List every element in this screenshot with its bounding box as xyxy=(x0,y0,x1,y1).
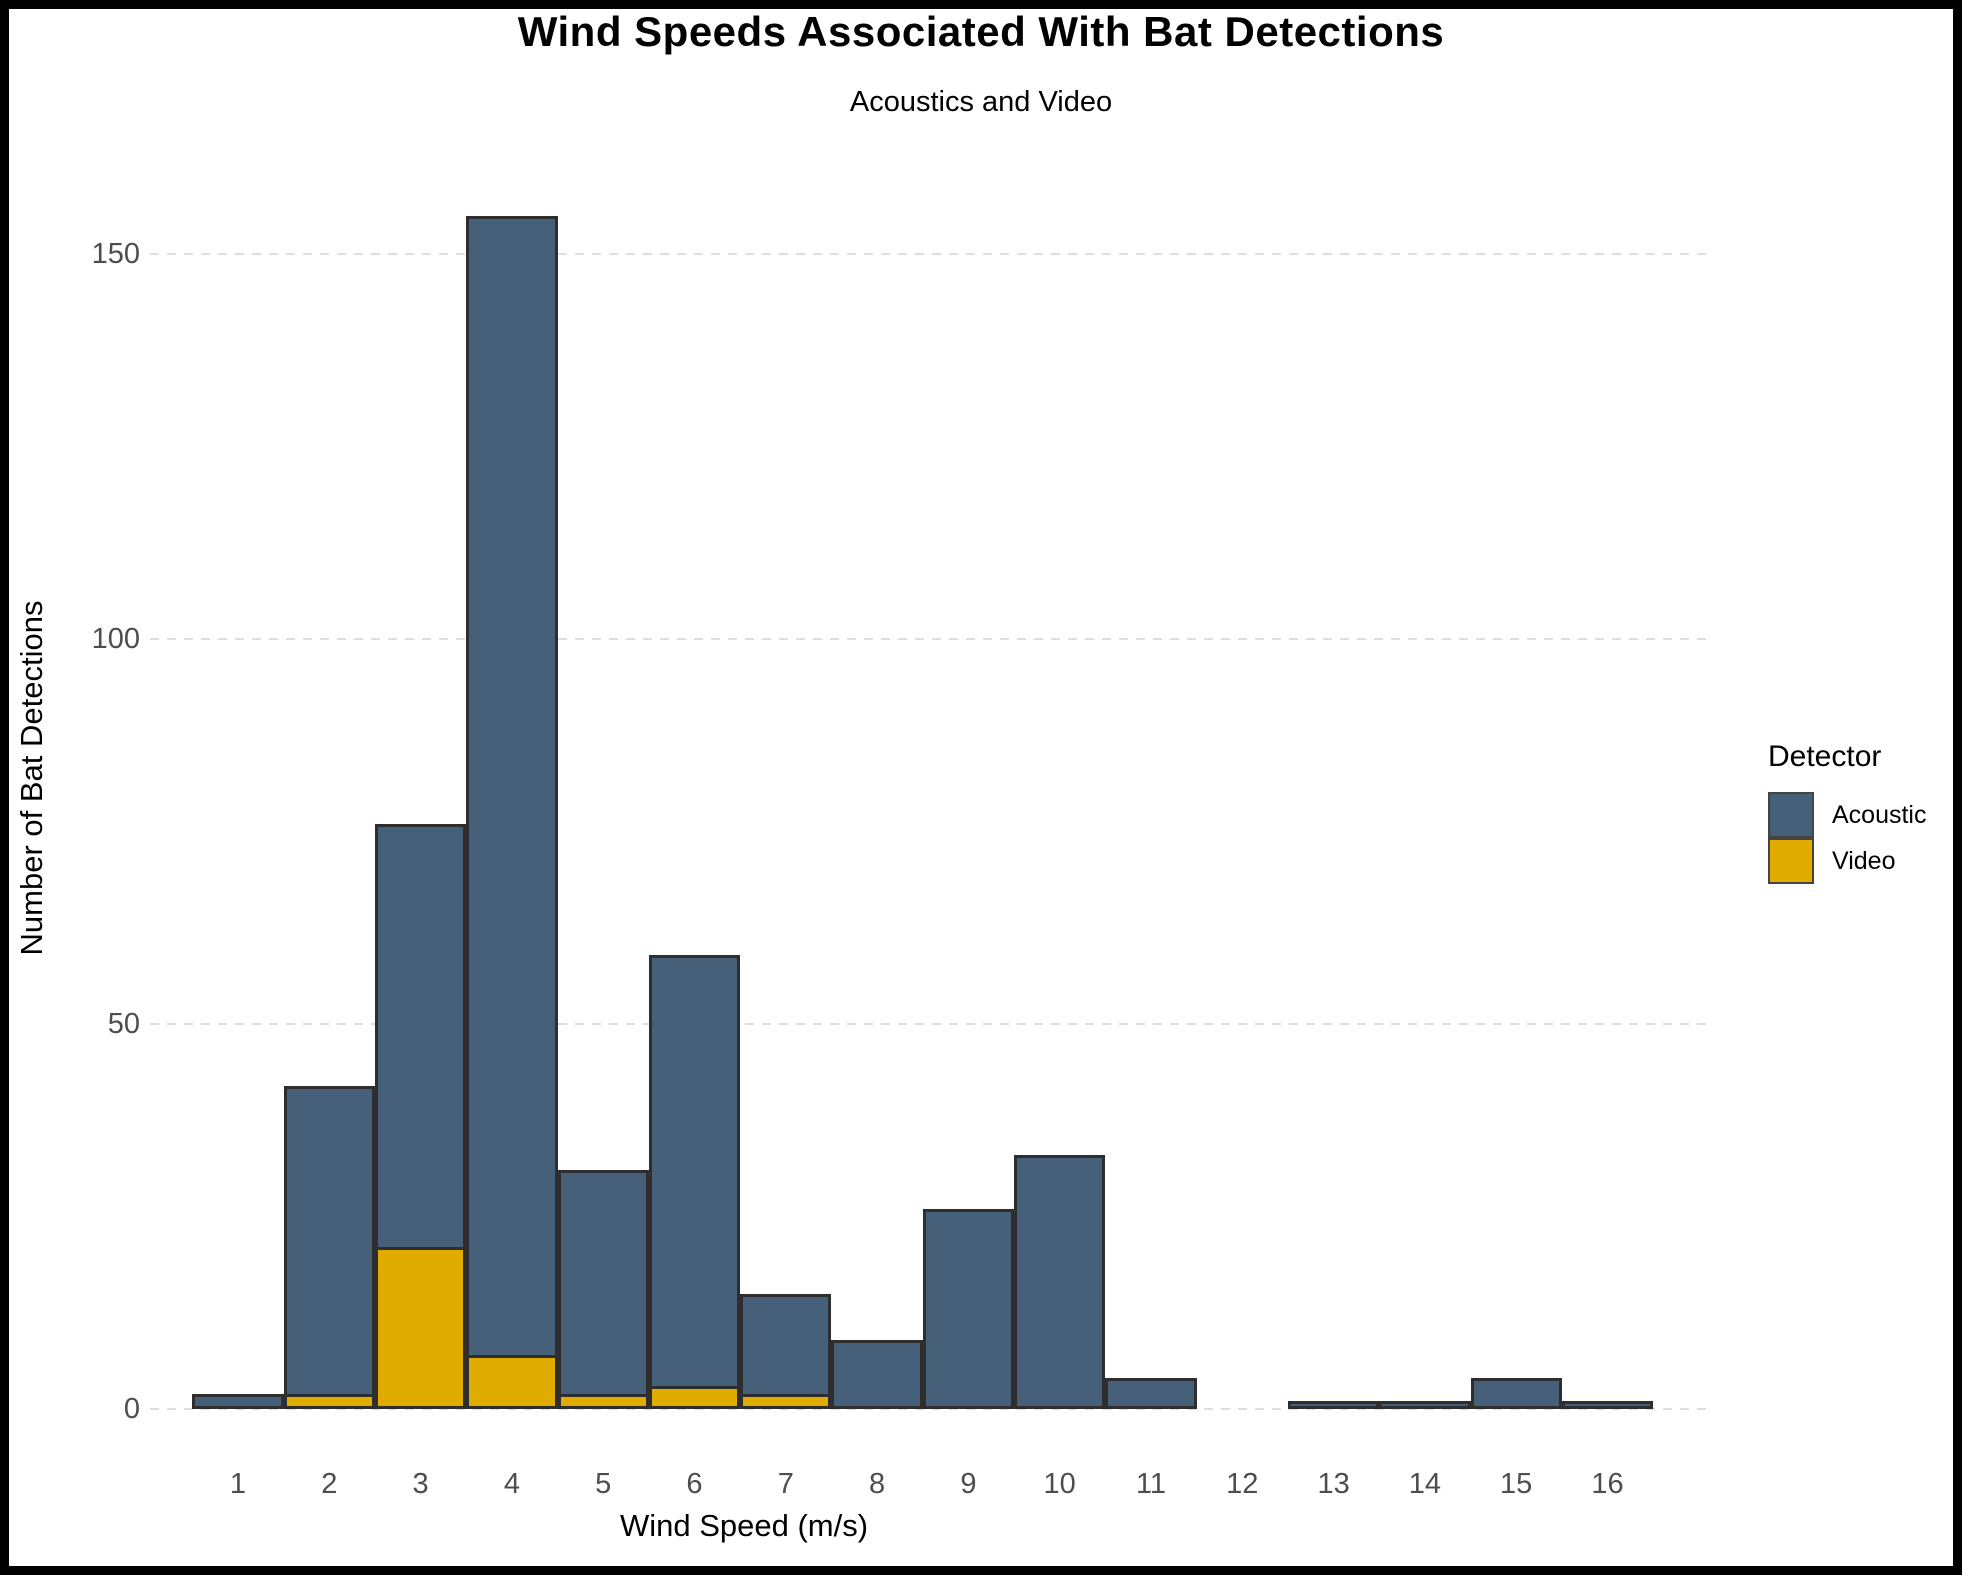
x-axis-title: Wind Speed (m/s) xyxy=(619,1508,869,1543)
y-tick-label-0: 0 xyxy=(123,1393,140,1425)
y-gridline-100 xyxy=(150,638,1713,640)
y-tick-label-100: 100 xyxy=(91,623,140,655)
x-tick-label-11: 11 xyxy=(1135,1468,1167,1500)
legend-item-video: Video xyxy=(1768,838,1926,884)
legend-item-acoustic: Acoustic xyxy=(1768,792,1926,838)
video-segment-windspeed-6 xyxy=(651,1385,738,1406)
video-segment-windspeed-3 xyxy=(377,1247,464,1406)
bar-windspeed-7 xyxy=(740,1293,832,1409)
bar-windspeed-16 xyxy=(1561,1401,1654,1409)
x-tick-label-13: 13 xyxy=(1317,1468,1350,1500)
bar-windspeed-13 xyxy=(1287,1401,1380,1409)
x-tick-label-4: 4 xyxy=(503,1468,520,1500)
bar-windspeed-10 xyxy=(1014,1154,1106,1409)
bar-windspeed-3 xyxy=(374,823,467,1409)
chart-title: Wind Speeds Associated With Bat Detectio… xyxy=(517,8,1445,55)
x-tick-label-2: 2 xyxy=(321,1468,338,1500)
bar-windspeed-11 xyxy=(1105,1378,1197,1409)
legend-title: Detector xyxy=(1768,740,1882,773)
x-tick-label-16: 16 xyxy=(1591,1468,1624,1500)
y-tick-label-50: 50 xyxy=(107,1008,140,1040)
x-tick-label-6: 6 xyxy=(686,1468,703,1500)
acoustic-swatch-icon xyxy=(1768,792,1814,838)
legend-label-acoustic: Acoustic xyxy=(1832,800,1927,829)
legend-label-video: Video xyxy=(1832,846,1896,875)
chart-subtitle: Acoustics and Video xyxy=(849,86,1113,118)
x-tick-label-8: 8 xyxy=(869,1468,886,1500)
x-tick-label-5: 5 xyxy=(595,1468,612,1500)
x-tick-label-7: 7 xyxy=(777,1468,794,1500)
bar-windspeed-14 xyxy=(1379,1401,1471,1409)
y-gridline-50 xyxy=(150,1023,1713,1025)
video-segment-windspeed-5 xyxy=(560,1393,646,1406)
x-tick-label-12: 12 xyxy=(1226,1468,1259,1500)
x-tick-label-1: 1 xyxy=(229,1468,247,1500)
bar-windspeed-8 xyxy=(831,1339,923,1409)
bar-windspeed-1 xyxy=(192,1393,284,1409)
video-segment-windspeed-4 xyxy=(469,1355,555,1406)
y-axis-title: Number of Bat Detections xyxy=(14,600,49,956)
y-tick-label-150: 150 xyxy=(91,238,140,270)
bar-windspeed-15 xyxy=(1470,1378,1562,1409)
bar-windspeed-4 xyxy=(466,215,558,1409)
bar-windspeed-6 xyxy=(648,954,741,1409)
bar-windspeed-9 xyxy=(922,1208,1015,1409)
x-tick-label-10: 10 xyxy=(1043,1468,1076,1500)
y-gridline-150 xyxy=(150,253,1713,255)
video-segment-windspeed-7 xyxy=(743,1393,829,1406)
legend: Detector Acoustic Video xyxy=(1768,740,1926,884)
video-segment-windspeed-2 xyxy=(286,1393,372,1406)
bar-windspeed-2 xyxy=(283,1085,375,1409)
y-gridline-0 xyxy=(150,1408,1713,1410)
bar-windspeed-5 xyxy=(557,1170,649,1409)
video-swatch-icon xyxy=(1768,838,1814,884)
x-tick-label-9: 9 xyxy=(960,1468,977,1500)
x-tick-label-15: 15 xyxy=(1500,1468,1533,1500)
x-tick-label-14: 14 xyxy=(1408,1468,1442,1500)
x-tick-label-3: 3 xyxy=(412,1468,429,1500)
